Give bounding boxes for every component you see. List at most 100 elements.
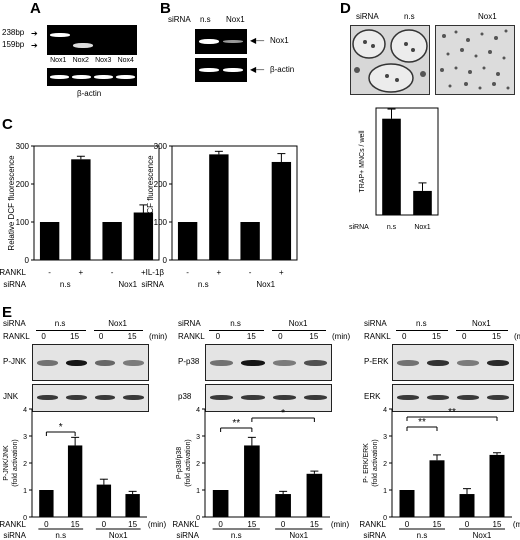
chart-c1-bar-3: [133, 212, 154, 260]
chart-c1-ytick-label-2: 200: [16, 180, 30, 189]
chart-e2-bar-1: [244, 445, 260, 517]
chart-e3-bar-1: [429, 460, 445, 517]
blot-0-total-box: [32, 384, 149, 412]
blot-0-total-label: JNK: [3, 392, 19, 401]
col-nox1-d: Nox1: [478, 12, 497, 21]
chart-c2-sign-3: +: [279, 268, 284, 277]
chart-e2-xval-1: 15: [247, 520, 256, 529]
blot-1-phospho-band-0: [210, 359, 234, 366]
blot-2-phospho-label: P-ERK: [364, 356, 389, 366]
blot-0-phospho-band-1: [65, 359, 87, 366]
chart-e1-bar-1: [67, 445, 83, 517]
chart-c2-bar-1: [209, 154, 229, 260]
chart-c1-sign-0: -: [48, 268, 51, 277]
chart-e1-ylabel2: (fold activation): [12, 439, 19, 486]
chart-c1-sign-2: -: [111, 268, 114, 277]
chart-c1-ytick-label-3: 300: [16, 142, 30, 151]
blot-1-ns-bracket: [209, 330, 264, 331]
blot-1-total-band-2: [272, 395, 296, 400]
lane-nox2: Nox2: [72, 57, 89, 64]
chart-d-frame: [375, 107, 439, 216]
blot-1-sirna-label: siRNA: [178, 319, 201, 328]
chart-e2-ytick-label-4: 4: [196, 407, 200, 414]
chart-e2-xval-2: 0: [281, 520, 286, 529]
blot-1-time-3: 15: [309, 332, 319, 341]
chart-e3-ytick-label-2: 2: [383, 461, 387, 468]
blot-1-phospho-box: [205, 344, 332, 381]
blot-2-phospho-band-0: [397, 359, 419, 366]
marker-238bp: 238bp: [2, 28, 25, 37]
actin-label-a: β-actin: [77, 89, 102, 98]
blot-2-phospho-box: [392, 344, 514, 381]
chart-e2-min-label: (min): [331, 520, 350, 529]
blot-1-time-0: 0: [215, 332, 221, 341]
blot-0-total-band-3: [123, 395, 144, 400]
chart-c2-group-1: Nox1: [256, 280, 275, 289]
chart-e1-group-0: n.s: [55, 531, 66, 540]
chart-c1-bar-2: [102, 222, 122, 260]
panel-b-label: B: [160, 0, 171, 17]
nox1-gel-b: [195, 29, 247, 54]
chart-e3-ytick-label-0: 0: [383, 515, 387, 522]
blot-2-nox1-bracket: [456, 330, 508, 331]
chart-e3-group-1: Nox1: [473, 531, 492, 540]
blot-0-min-label: (min): [149, 332, 168, 341]
blot-1-time-1: 15: [246, 332, 256, 341]
arrow-actin-b-icon: ◀—: [250, 65, 265, 74]
chart-c1-bar-0: [39, 222, 60, 260]
sirna-label-b: siRNA: [168, 15, 191, 24]
chart-e3-min-label: (min): [513, 520, 520, 529]
blot-2-total-band-2: [457, 395, 479, 400]
chart-e1-ytick-label-3: 3: [23, 434, 27, 441]
arrow-159-icon: ➔: [31, 41, 38, 50]
panel-c-label: C: [2, 116, 13, 133]
chart-e1-bar-3: [125, 494, 140, 517]
chart-c2-treatment-label: IL-1β: [146, 268, 165, 277]
blot-2-sirna-label: siRNA: [364, 319, 387, 328]
col-nox1-b: Nox1: [226, 15, 245, 24]
chart-e2-ytick-label-3: 3: [196, 434, 200, 441]
chart-e3-sig-label-0: **: [418, 417, 426, 428]
chart-c1-sirna-label: siRNA: [3, 280, 26, 289]
panel-d-label: D: [340, 0, 351, 17]
chart-e3-ylabel: P- ERK/ERK: [363, 443, 370, 483]
blot-1-total-band-3: [303, 395, 327, 400]
blot-0-total-band-2: [94, 395, 116, 400]
sirna-label-d: siRNA: [356, 12, 379, 21]
lane-nox4: Nox4: [117, 57, 134, 64]
chart-e2-bar-2: [275, 494, 291, 517]
chart-e1-group-1: Nox1: [109, 531, 128, 540]
blot-0-phospho-band-0: [37, 359, 58, 366]
actin-ns-band: [199, 68, 219, 72]
blot-0-nox1-label: Nox1: [108, 319, 127, 328]
blot-2-total-label: ERK: [364, 392, 381, 401]
chart-e1-treatment-label: RANKL: [0, 520, 27, 529]
chart-e2-sig-label-0: **: [232, 418, 240, 429]
blot-0-phospho-band-3: [123, 359, 144, 366]
chart-c2-sign-2: -: [249, 268, 252, 277]
blot-1-min-label: (min): [332, 332, 351, 341]
row-nox1-b: Nox1: [270, 36, 289, 45]
blot-2-ns-bracket: [396, 330, 448, 331]
blot-2-nox1-label: Nox1: [472, 319, 491, 328]
panel-e-label: E: [2, 304, 13, 321]
chart-e1-ytick-label-1: 1: [23, 488, 27, 495]
nox1-band: [50, 33, 70, 37]
actin-nox1-band: [223, 68, 243, 72]
chart-e2-xval-0: 0: [218, 520, 223, 529]
actin-band-1: [50, 75, 69, 79]
blot-2-min-label: (min): [514, 332, 520, 341]
chart-e2-ylabel2: (fold activation): [185, 439, 192, 486]
arrow-nox1-b-icon: ◀—: [250, 36, 265, 45]
chart-e3-xval-2: 0: [465, 520, 470, 529]
chart-c2-ytick-label-1: 100: [154, 218, 168, 227]
chart-c1-treatment-label: RANKL: [0, 268, 27, 277]
chart-c2-bar-2: [240, 222, 260, 260]
blot-1-phospho-band-3: [303, 359, 327, 366]
blot-0-total-band-1: [65, 395, 87, 400]
chart-e3-bar-3: [489, 454, 505, 517]
chart-e2-ytick-label-1: 1: [196, 488, 200, 495]
row-actin-b: β-actin: [270, 65, 295, 74]
blot-0-phospho-band-2: [94, 359, 116, 366]
